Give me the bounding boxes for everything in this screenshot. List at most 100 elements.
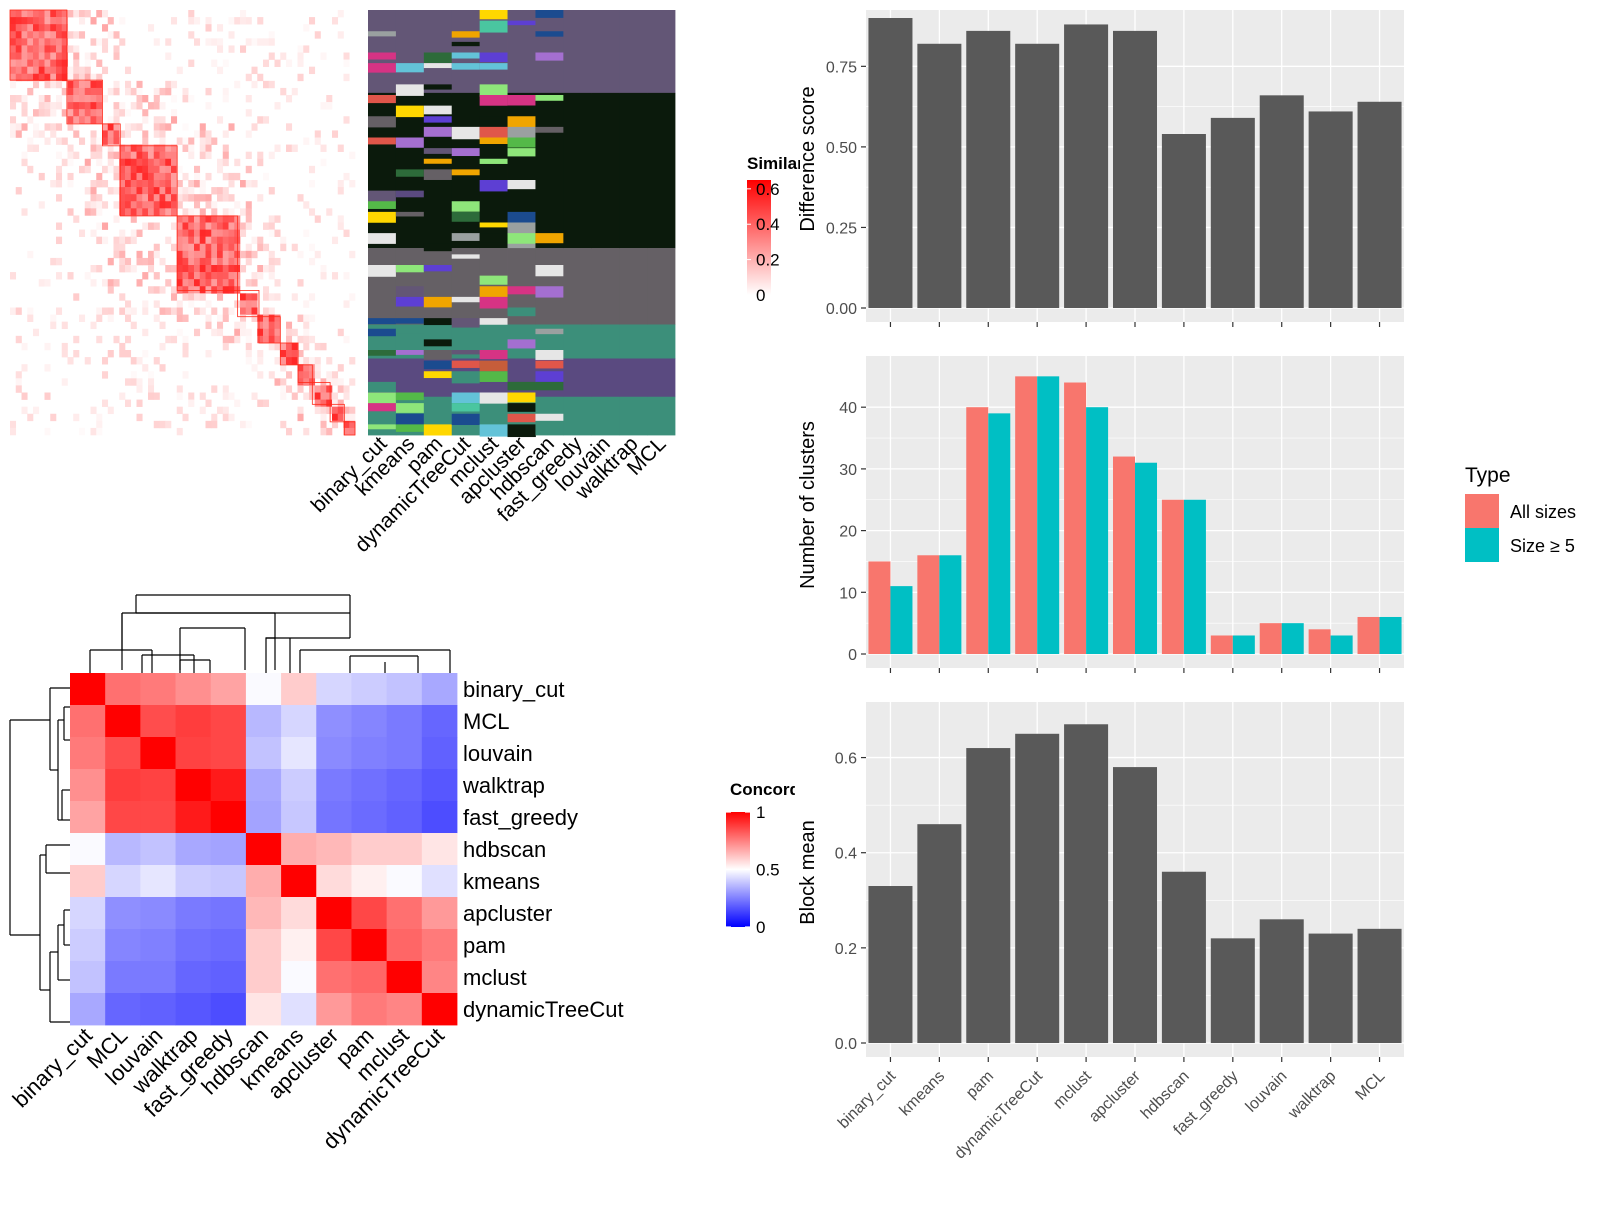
similarity-cell (303, 45, 310, 53)
similarity-cell (130, 144, 137, 152)
partition-cell (479, 424, 508, 437)
partition-cell (368, 201, 397, 209)
similarity-cell (240, 307, 247, 315)
similarity-cell (113, 279, 120, 287)
partition-cell (479, 84, 508, 97)
similarity-cell (171, 265, 178, 273)
similarity-cell (320, 158, 327, 167)
similarity-cell (10, 45, 17, 53)
similarity-cell (268, 307, 275, 315)
similarity-cell (303, 314, 310, 322)
concordance-cell (105, 705, 141, 738)
similarity-cell (171, 187, 178, 195)
similarity-cell (159, 194, 166, 202)
similarity-cell (44, 342, 51, 351)
similarity-cell (50, 180, 57, 188)
partition-cell (479, 233, 508, 243)
similarity-cell (303, 328, 310, 337)
concordance-cell (70, 833, 106, 866)
similarity-cell (211, 286, 218, 294)
similarity-cell (222, 187, 229, 195)
partition-cell (368, 328, 397, 337)
similarity-cell (303, 24, 310, 32)
similarity-cell (320, 392, 327, 400)
similarity-cell (21, 95, 28, 103)
y-tick-label: 0.50 (826, 140, 857, 157)
similarity-cell (153, 208, 160, 216)
similarity-cell (102, 201, 109, 209)
similarity-cell (309, 335, 316, 344)
similarity-cell (205, 272, 212, 280)
similarity-cell (96, 80, 103, 89)
similarity-cell (337, 180, 344, 188)
concordance-cell (351, 769, 388, 802)
similarity-cell (119, 102, 126, 110)
similarity-cell (79, 73, 86, 82)
similarity-cell (130, 321, 137, 330)
similarity-cell (148, 250, 155, 259)
concordance-cell (281, 705, 317, 738)
similarity-cell (194, 130, 201, 138)
similarity-cell (303, 201, 310, 209)
similarity-cell (61, 17, 68, 25)
similarity-cell (130, 165, 137, 174)
similarity-cell (165, 201, 172, 209)
similarity-cell (337, 378, 344, 386)
similarity-cell (50, 109, 57, 117)
similarity-cell (21, 208, 28, 216)
similarity-cell (268, 80, 275, 89)
similarity-cell (33, 130, 40, 138)
similarity-cell (27, 66, 34, 75)
similarity-cell (240, 420, 247, 429)
similarity-cell (217, 38, 224, 46)
similarity-cell (205, 194, 212, 202)
x-tick-label: walktrap (1285, 1068, 1340, 1123)
similarity-cell (148, 371, 155, 379)
similarity-cell (349, 420, 356, 429)
similarity-cell (56, 45, 63, 53)
bar (1259, 95, 1304, 308)
y-tick-label: 0.00 (826, 301, 857, 318)
bar-all-sizes (1210, 635, 1233, 654)
similarity-cell (50, 10, 57, 18)
concordance-cell (316, 865, 352, 898)
similarity-cell (291, 293, 298, 301)
bar-size-ge-5 (1183, 499, 1206, 654)
partition-cell (619, 248, 648, 325)
similarity-cell (27, 38, 34, 46)
y-tick-label: 0 (848, 647, 857, 664)
similarity-cell (96, 151, 103, 160)
similarity-cell (291, 392, 298, 400)
similarity-cell (171, 335, 178, 344)
concordance-cell (281, 929, 317, 962)
concordance-row-label: kmeans (463, 869, 540, 894)
similarity-cell (182, 335, 189, 344)
similarity-cell (67, 180, 74, 188)
similarity-cell (194, 286, 201, 294)
similarity-cell (102, 279, 109, 287)
similarity-cell (314, 130, 321, 138)
similarity-cell (188, 31, 195, 39)
partition-cell (507, 126, 536, 140)
similarity-cell (222, 406, 229, 415)
similarity-cell (176, 194, 183, 202)
concordance-cell (351, 705, 388, 738)
similarity-cell (280, 420, 287, 429)
partition-cell (647, 396, 676, 436)
similarity-cell (274, 335, 281, 344)
concordance-cell (351, 737, 388, 770)
similarity-cell (211, 59, 218, 67)
similarity-cell (90, 38, 97, 46)
similarity-cell (274, 378, 281, 386)
similarity-cell (199, 286, 206, 294)
similarity-legend: Similarity 0.60.40.20 (747, 154, 800, 305)
similarity-cell (303, 342, 310, 351)
similarity-cell (148, 392, 155, 400)
similarity-cell (222, 95, 229, 103)
similarity-cell (10, 307, 17, 315)
partition-cell (423, 63, 453, 69)
similarity-cell (222, 87, 229, 96)
similarity-cell (251, 307, 258, 315)
partition-cell (535, 350, 564, 360)
